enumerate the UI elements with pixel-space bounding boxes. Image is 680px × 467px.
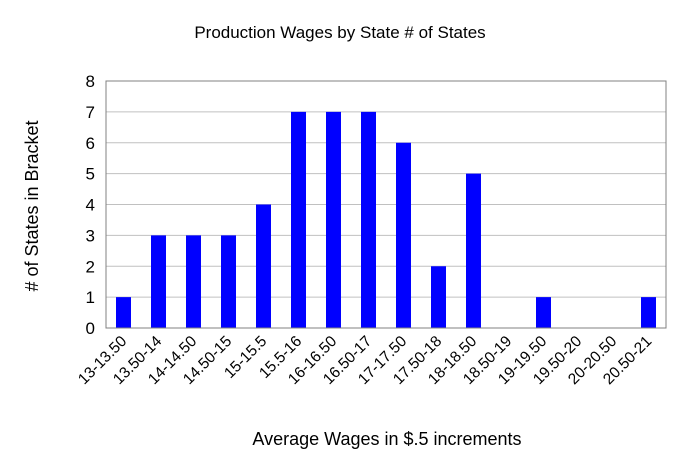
y-tick-label: 4 — [86, 196, 95, 215]
bar — [326, 111, 341, 328]
y-tick-labels: 0 1 2 3 4 5 6 7 8 — [86, 72, 95, 338]
bar — [431, 266, 446, 328]
chart-title: Production Wages by State # of States — [194, 23, 485, 42]
y-tick-label: 6 — [86, 134, 95, 153]
bar — [536, 297, 551, 328]
x-tick-labels: 13-13.5013.50-1414-14.5014.50-1515-15.51… — [75, 333, 655, 389]
bar — [116, 297, 131, 328]
bar — [361, 111, 376, 328]
y-tick-label: 8 — [86, 72, 95, 91]
y-axis-label: # of States in Bracket — [22, 120, 42, 291]
y-tick-label: 1 — [86, 288, 95, 307]
bar — [186, 235, 201, 328]
y-tick-label: 7 — [86, 103, 95, 122]
bar — [221, 235, 236, 328]
y-tick-label: 0 — [86, 319, 95, 338]
y-tick-label: 5 — [86, 165, 95, 184]
bar — [396, 142, 411, 328]
bar — [641, 297, 656, 328]
bars — [116, 111, 656, 328]
y-tick-label: 3 — [86, 226, 95, 245]
y-tick-label: 2 — [86, 257, 95, 276]
bar — [291, 111, 306, 328]
bar — [466, 173, 481, 328]
x-axis-label: Average Wages in $.5 increments — [252, 429, 521, 449]
plot-frame — [105, 80, 667, 329]
bar — [151, 235, 166, 328]
bar — [256, 204, 271, 328]
